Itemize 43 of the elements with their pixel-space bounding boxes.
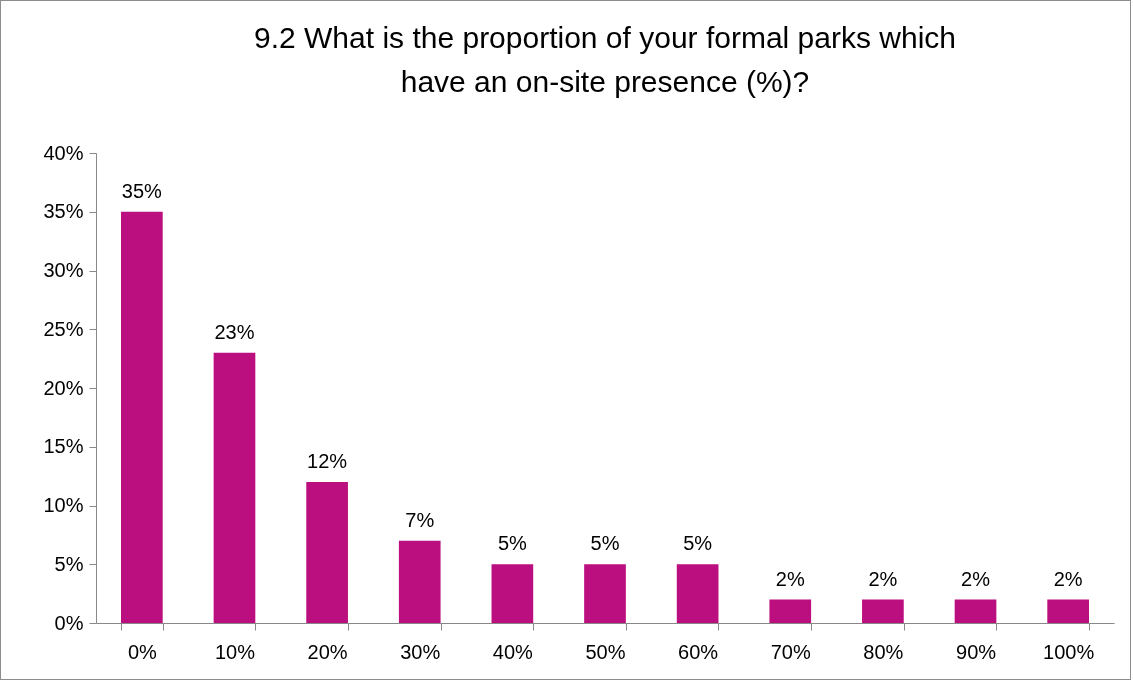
data-label: 7% — [405, 508, 435, 531]
bar — [862, 599, 904, 623]
data-label: 2% — [868, 567, 898, 590]
x-tick-label: 10% — [214, 640, 256, 663]
x-tick-label: 80% — [863, 640, 904, 663]
bar — [121, 211, 163, 623]
y-tick-label: 5% — [54, 552, 84, 575]
y-tick-label: 35% — [43, 200, 84, 223]
y-tick-label: 10% — [43, 494, 84, 516]
data-label: 23% — [214, 320, 255, 343]
data-label: 2% — [775, 567, 805, 590]
bar — [1047, 599, 1089, 623]
data-label: 5% — [497, 532, 528, 555]
bar — [398, 540, 441, 623]
bar — [954, 599, 997, 623]
x-tick-label: 0% — [127, 640, 158, 663]
x-tick-label: 50% — [585, 640, 626, 663]
bar — [769, 599, 812, 623]
x-tick-label: 70% — [770, 640, 811, 663]
bar — [213, 352, 256, 623]
y-tick-label: 20% — [43, 376, 84, 399]
y-tick-label: 40% — [43, 141, 84, 164]
x-tick-label: 20% — [307, 640, 348, 663]
x-tick-label: 90% — [956, 640, 997, 663]
data-label: 5% — [590, 532, 620, 555]
y-tick-label: 15% — [43, 435, 84, 458]
x-tick-label: 30% — [400, 640, 441, 663]
data-label: 12% — [307, 450, 348, 472]
x-tick-label: 100% — [1043, 640, 1095, 663]
bar — [676, 564, 719, 623]
data-label: 2% — [1053, 567, 1083, 590]
data-label: 5% — [683, 532, 713, 555]
chart-title: 9.2 What is the proportion of your formal parks which have an on-site presence (%)? — [254, 21, 956, 98]
y-tick-label: 25% — [43, 317, 84, 340]
y-tick-label: 0% — [54, 611, 84, 634]
x-tick-label: 40% — [492, 640, 534, 663]
bar — [584, 564, 626, 623]
y-tick-label: 30% — [43, 259, 84, 281]
bar — [306, 482, 348, 623]
bar — [491, 564, 534, 623]
x-tick-label: 60% — [678, 640, 719, 663]
data-label: 2% — [961, 567, 991, 590]
data-label: 35% — [121, 179, 163, 202]
